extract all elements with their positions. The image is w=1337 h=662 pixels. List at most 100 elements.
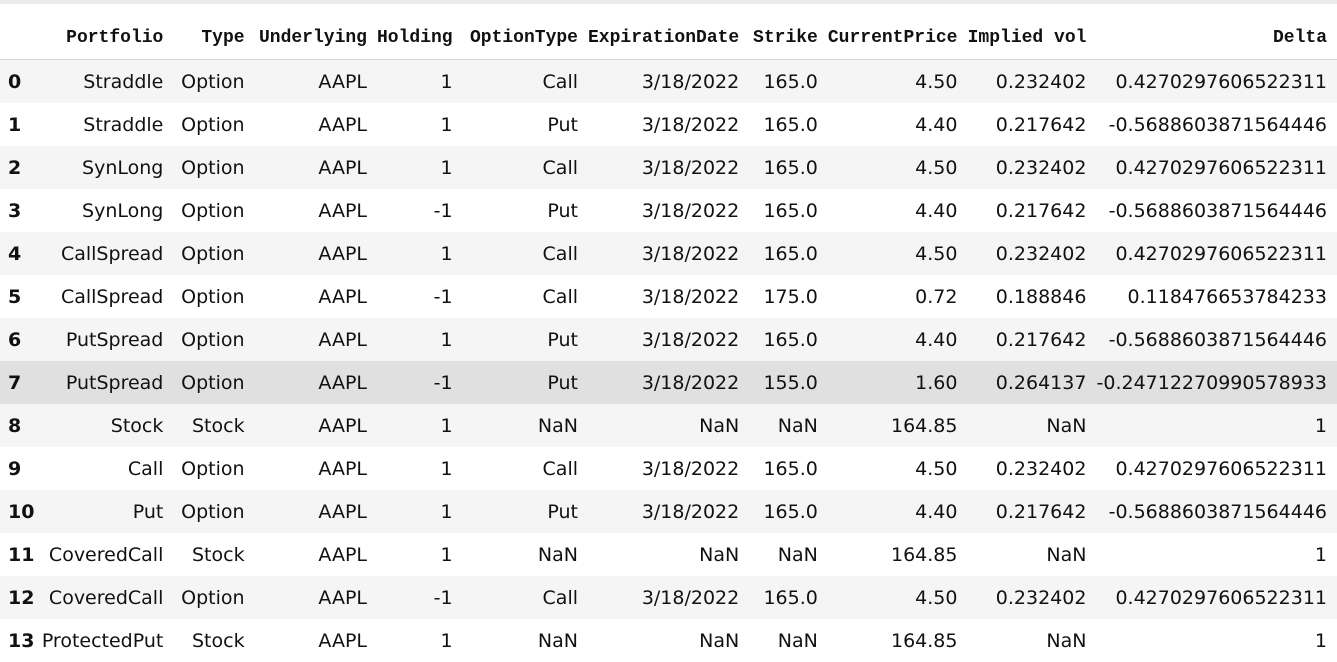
cell-currentprice: 0.72 <box>828 275 968 318</box>
row-index: 12 <box>0 576 35 619</box>
cell-currentprice: 164.85 <box>828 619 968 662</box>
cell-currentprice: 1.60 <box>828 361 968 404</box>
cell-underlying: AAPL <box>255 275 377 318</box>
cell-underlying: AAPL <box>255 533 377 576</box>
cell-underlying: AAPL <box>255 447 377 490</box>
cell-portfolio: SynLong <box>35 189 174 232</box>
cell-type: Option <box>173 318 254 361</box>
cell-expirationdate: 3/18/2022 <box>588 275 749 318</box>
row-index: 10 <box>0 490 35 533</box>
cell-implied-vol: 0.232402 <box>967 232 1096 275</box>
cell-type: Stock <box>173 404 254 447</box>
cell-strike: 175.0 <box>749 275 828 318</box>
cell-holding: 1 <box>377 232 463 275</box>
cell-expirationdate: 3/18/2022 <box>588 576 749 619</box>
cell-expirationdate: 3/18/2022 <box>588 146 749 189</box>
cell-portfolio: ProtectedPut <box>35 619 174 662</box>
cell-expirationdate: 3/18/2022 <box>588 103 749 146</box>
cell-currentprice: 4.50 <box>828 447 968 490</box>
cell-optiontype: NaN <box>463 404 588 447</box>
row-index: 3 <box>0 189 35 232</box>
cell-expirationdate: NaN <box>588 404 749 447</box>
cell-currentprice: 4.50 <box>828 146 968 189</box>
cell-delta: -0.5688603871564446 <box>1096 318 1337 361</box>
cell-expirationdate: NaN <box>588 619 749 662</box>
cell-underlying: AAPL <box>255 490 377 533</box>
cell-holding: 1 <box>377 318 463 361</box>
row-index: 0 <box>0 60 35 104</box>
column-header-implied-vol: Implied vol <box>967 16 1096 60</box>
cell-type: Option <box>173 576 254 619</box>
cell-strike: 165.0 <box>749 490 828 533</box>
cell-type: Option <box>173 189 254 232</box>
cell-strike: NaN <box>749 619 828 662</box>
cell-implied-vol: 0.264137 <box>967 361 1096 404</box>
cell-expirationdate: 3/18/2022 <box>588 60 749 104</box>
column-header-strike: Strike <box>749 16 828 60</box>
cell-expirationdate: 3/18/2022 <box>588 189 749 232</box>
row-index: 4 <box>0 232 35 275</box>
cell-type: Stock <box>173 619 254 662</box>
cell-optiontype: Put <box>463 103 588 146</box>
cell-type: Option <box>173 490 254 533</box>
cell-holding: 1 <box>377 490 463 533</box>
cell-delta: 1 <box>1096 404 1337 447</box>
cell-expirationdate: 3/18/2022 <box>588 490 749 533</box>
cell-portfolio: CallSpread <box>35 232 174 275</box>
cell-implied-vol: 0.217642 <box>967 490 1096 533</box>
cell-optiontype: Put <box>463 189 588 232</box>
cell-delta: -0.24712270990578933 <box>1096 361 1337 404</box>
cell-optiontype: Call <box>463 275 588 318</box>
column-header-type: Type <box>173 16 254 60</box>
cell-holding: 1 <box>377 619 463 662</box>
cell-type: Option <box>173 146 254 189</box>
cell-expirationdate: 3/18/2022 <box>588 361 749 404</box>
output-area-top-edge <box>0 0 1337 4</box>
column-header-portfolio: Portfolio <box>35 16 174 60</box>
cell-delta: 0.4270297606522311 <box>1096 146 1337 189</box>
cell-strike: 165.0 <box>749 189 828 232</box>
cell-currentprice: 4.40 <box>828 318 968 361</box>
cell-optiontype: Put <box>463 318 588 361</box>
cell-type: Option <box>173 275 254 318</box>
cell-strike: NaN <box>749 404 828 447</box>
cell-underlying: AAPL <box>255 189 377 232</box>
cell-holding: -1 <box>377 576 463 619</box>
cell-delta: 0.4270297606522311 <box>1096 60 1337 104</box>
cell-currentprice: 4.40 <box>828 189 968 232</box>
row-index: 9 <box>0 447 35 490</box>
cell-optiontype: Call <box>463 576 588 619</box>
cell-holding: -1 <box>377 275 463 318</box>
column-header-delta: Delta <box>1096 16 1337 60</box>
cell-holding: 1 <box>377 404 463 447</box>
cell-optiontype: Call <box>463 447 588 490</box>
cell-type: Option <box>173 447 254 490</box>
cell-currentprice: 4.50 <box>828 60 968 104</box>
row-index: 13 <box>0 619 35 662</box>
row-index: 2 <box>0 146 35 189</box>
cell-underlying: AAPL <box>255 146 377 189</box>
cell-type: Option <box>173 60 254 104</box>
cell-strike: 165.0 <box>749 146 828 189</box>
cell-optiontype: Put <box>463 490 588 533</box>
row-index: 1 <box>0 103 35 146</box>
cell-holding: -1 <box>377 361 463 404</box>
column-header-currentprice: CurrentPrice <box>828 16 968 60</box>
cell-underlying: AAPL <box>255 318 377 361</box>
table-header: Portfolio Type Underlying Holding Option… <box>0 16 1337 60</box>
cell-underlying: AAPL <box>255 576 377 619</box>
header-row: Portfolio Type Underlying Holding Option… <box>0 16 1337 60</box>
cell-delta: 0.118476653784233 <box>1096 275 1337 318</box>
column-header-holding: Holding <box>377 16 463 60</box>
cell-expirationdate: 3/18/2022 <box>588 447 749 490</box>
cell-delta: 0.4270297606522311 <box>1096 447 1337 490</box>
cell-delta: 1 <box>1096 619 1337 662</box>
cell-expirationdate: 3/18/2022 <box>588 318 749 361</box>
cell-currentprice: 4.40 <box>828 490 968 533</box>
